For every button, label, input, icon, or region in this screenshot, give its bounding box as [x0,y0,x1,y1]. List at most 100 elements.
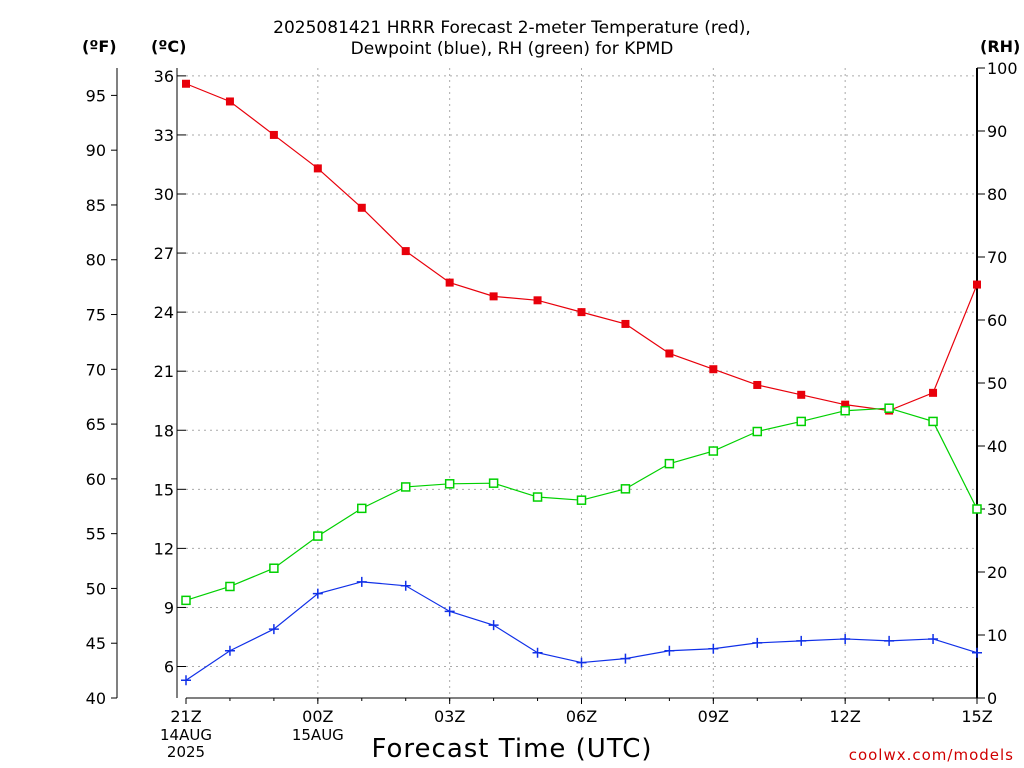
fahrenheit-tick-label: 85 [86,196,106,215]
celsius-tick-label: 12 [154,539,174,558]
celsius-tick-label: 30 [154,185,174,204]
rh-tick-label: 70 [987,248,1007,267]
data-point-rh [972,504,982,514]
credit-link[interactable]: coolwx.com/models [848,746,1014,764]
celsius-tick-label: 36 [154,67,174,86]
data-point-dewpoint [620,653,631,664]
x-tick-label: 00Z [302,707,333,726]
fahrenheit-tick-label: 45 [86,634,106,653]
data-point-dewpoint [224,645,235,656]
data-point-rh [444,479,455,489]
rh-tick-label: 30 [987,500,1007,519]
data-point-rh [225,581,235,592]
data-point-dewpoint [532,647,543,658]
data-point-dewpoint [796,635,807,646]
data-point-rh [488,478,499,488]
data-point-temperature [445,278,454,287]
data-point-temperature [973,280,981,289]
fahrenheit-tick-label: 80 [86,251,106,270]
x-axis-title: Forecast Time (UTC) [371,734,653,764]
axes: 6 9 12 15 18 21 24 27 30 33 36 40 45 50 55 60 65 70 75 80 85… [86,59,1018,726]
x-tick-label: 21Z [170,707,201,726]
data-point-dewpoint [576,657,587,668]
x-tick-label: 03Z [434,707,465,726]
data-point-rh [664,458,675,469]
x-date-label-line: 2025 [166,743,206,761]
data-point-temperature [182,79,190,88]
data-point-dewpoint [488,620,499,631]
rh-tick-label: 40 [987,437,1007,456]
data-point-rh [796,416,806,427]
data-point-dewpoint [708,643,719,654]
data-point-dewpoint [972,647,982,658]
rh-unit-label: (RH) [980,37,1021,56]
data-point-dewpoint [840,633,851,644]
data-point-dewpoint [884,635,895,646]
data-point-dewpoint [356,576,367,587]
data-point-temperature [709,365,718,374]
data-point-dewpoint [928,633,939,644]
fahrenheit-tick-label: 55 [86,525,106,544]
data-point-temperature [929,388,938,397]
x-date-label: 14AUG 2025 [146,727,226,761]
celsius-tick-label: 24 [154,303,174,322]
x-date-label: 15AUG [278,727,358,744]
data-point-dewpoint [268,624,279,635]
data-point-temperature [797,390,806,399]
x-date-label-line: 15AUG [291,726,344,744]
data-point-rh [532,492,543,502]
data-point-temperature [665,349,674,358]
series-layer [181,79,982,686]
fahrenheit-unit-label: (ºF) [82,37,117,56]
data-point-dewpoint [312,588,323,599]
x-tick-label: 09Z [698,707,729,726]
chart-title-line-1: 2025081421 HRRR Forecast 2-meter Tempera… [273,18,751,38]
rh-tick-label: 0 [987,689,997,708]
data-point-temperature [225,97,234,106]
celsius-tick-label: 33 [154,126,174,145]
celsius-tick-label: 6 [164,658,174,677]
rh-tick-label: 100 [987,59,1018,78]
rh-tick-label: 20 [987,563,1007,582]
celsius-tick-label: 27 [154,244,174,263]
x-tick-label: 06Z [566,707,597,726]
fahrenheit-tick-label: 95 [86,86,106,105]
data-point-temperature [533,296,542,305]
data-point-temperature [577,308,586,317]
chart-title-line-2: Dewpoint (blue), RH (green) for KPMD [350,39,674,59]
rh-tick-label: 80 [987,185,1007,204]
celsius-unit-label: (ºC) [151,37,187,56]
data-point-rh [752,426,763,437]
fahrenheit-tick-label: 50 [86,579,106,598]
data-point-temperature [269,130,278,139]
rh-tick-label: 10 [987,626,1007,645]
data-point-rh [269,563,279,573]
grid-lines [186,68,977,698]
fahrenheit-tick-label: 60 [86,470,106,489]
data-point-dewpoint [400,580,411,591]
data-point-rh [357,503,367,514]
data-point-rh [576,495,587,505]
data-point-rh [708,446,719,456]
data-point-temperature [489,292,498,301]
data-point-temperature [621,319,630,328]
fahrenheit-tick-label: 70 [86,360,106,379]
celsius-tick-label: 9 [164,598,174,617]
rh-tick-label: 60 [987,311,1007,330]
data-point-temperature [357,203,366,212]
fahrenheit-tick-label: 75 [86,306,106,325]
data-point-dewpoint [752,637,763,648]
data-point-temperature [313,164,322,173]
x-tick-label: 12Z [830,707,861,726]
data-point-rh [620,484,631,494]
celsius-tick-label: 21 [154,362,174,381]
data-point-temperature [841,400,850,409]
celsius-tick-label: 18 [154,421,174,440]
data-point-dewpoint [181,675,191,686]
celsius-tick-label: 15 [154,480,174,499]
fahrenheit-tick-label: 40 [86,689,106,708]
data-point-dewpoint [444,606,455,617]
data-point-rh [313,531,323,541]
data-point-rh [181,595,191,606]
